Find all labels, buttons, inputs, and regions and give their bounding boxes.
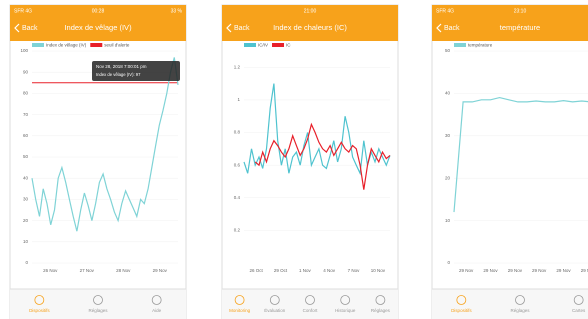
x-tick-label: 27 Nov xyxy=(80,268,95,273)
x-tick-label: 26 Oct xyxy=(250,268,264,273)
legend-swatch xyxy=(90,43,102,47)
y-tick-label: 50 xyxy=(445,48,451,53)
tab-label[interactable]: Confort xyxy=(303,308,319,313)
tab-label[interactable]: Réglages xyxy=(371,308,391,313)
legend-label: Index de vêlage (IV) xyxy=(46,43,87,48)
tab-bar xyxy=(432,289,588,319)
x-tick-label: 4 Nov xyxy=(323,268,336,273)
x-tick-label: 26 Nov xyxy=(43,268,58,273)
status-carrier: SFR 4G xyxy=(14,8,32,14)
y-tick-label: 1.2 xyxy=(234,64,241,69)
tab-label[interactable]: Aide xyxy=(152,308,162,313)
tab-label[interactable]: Réglages xyxy=(510,308,530,313)
legend-swatch xyxy=(454,43,466,47)
x-tick-label: 29 Nov xyxy=(508,268,523,273)
tab-label[interactable]: Évaluation xyxy=(264,307,286,313)
y-tick-label: 60 xyxy=(23,133,29,138)
y-tick-label: 20 xyxy=(445,175,451,180)
y-tick-label: 50 xyxy=(23,154,29,159)
y-tick-label: 90 xyxy=(23,69,29,74)
y-tick-label: 80 xyxy=(23,91,29,96)
x-tick-label: 29 Nov xyxy=(556,268,571,273)
y-tick-label: 10 xyxy=(23,239,29,244)
status-time: 21:00 xyxy=(304,8,317,14)
legend-swatch xyxy=(32,43,44,47)
tab-label[interactable]: Monitoring xyxy=(229,308,251,313)
x-tick-label: 29 Nov xyxy=(581,268,588,273)
legend-label: IC xyxy=(286,43,291,48)
legend-label: seuil d'alerte xyxy=(104,43,130,48)
legend-label: IC/IV xyxy=(258,43,268,48)
x-tick-label: 29 Nov xyxy=(459,268,474,273)
tab-label[interactable]: Dispositifs xyxy=(29,308,50,313)
phone-screen: SFR 4G 00:28 33 % Back Index de vêlage (IV) I… xyxy=(10,5,186,319)
x-tick-label: 28 Nov xyxy=(116,268,131,273)
legend-label: température xyxy=(468,43,493,48)
y-tick-label: 0.4 xyxy=(234,195,241,200)
legend-swatch xyxy=(244,43,256,47)
x-tick-label: 29 Oct xyxy=(274,268,288,273)
status-time: 23:10 xyxy=(514,8,527,14)
x-tick-label: 10 Nov xyxy=(371,268,386,273)
back-button[interactable]: Back xyxy=(444,25,460,32)
y-tick-label: 30 xyxy=(23,197,29,202)
nav-title: température xyxy=(500,23,540,32)
y-tick-label: 40 xyxy=(445,91,451,96)
tab-label[interactable]: Historique xyxy=(335,308,356,313)
y-tick-label: 20 xyxy=(23,218,29,223)
back-button[interactable]: Back xyxy=(234,25,250,32)
status-carrier: SFR 4G xyxy=(436,8,454,14)
screenshot: SFR 4G 00:28 33 % Back Index de vêlage (IV) I… xyxy=(0,0,588,319)
y-tick-label: 30 xyxy=(445,133,451,138)
back-button[interactable]: Back xyxy=(22,25,38,32)
tooltip-date: Nov 28, 2018 7:00:01 pm xyxy=(96,64,147,69)
tab-label[interactable]: Dispositifs xyxy=(451,308,472,313)
y-tick-label: 0.8 xyxy=(234,130,241,135)
phone-screen: 21:00 Back Index de chaleurs (IC) IC/IV IC 0.… xyxy=(222,5,398,319)
x-tick-label: 29 Nov xyxy=(483,268,498,273)
nav-title: Index de vêlage (IV) xyxy=(64,23,132,32)
tab-bar xyxy=(10,289,186,319)
y-tick-label: 0.6 xyxy=(234,162,241,167)
page: SFR 4G 00:28 33 % Back Index de vêlage (IV) I… xyxy=(0,0,588,319)
status-time: 00:28 xyxy=(92,8,105,14)
y-tick-label: 0.2 xyxy=(234,228,241,233)
x-tick-label: 7 Nov xyxy=(348,268,361,273)
y-tick-label: 70 xyxy=(23,112,29,117)
tab-bar xyxy=(222,289,398,319)
x-tick-label: 29 Nov xyxy=(532,268,547,273)
legend-swatch xyxy=(272,43,284,47)
status-battery: 33 % xyxy=(171,8,183,14)
x-tick-label: 29 Nov xyxy=(153,268,168,273)
nav-title: Index de chaleurs (IC) xyxy=(273,23,347,32)
tab-label[interactable]: Réglages xyxy=(88,308,108,313)
y-tick-label: 10 xyxy=(445,218,451,223)
tab-label[interactable]: Cartes xyxy=(572,308,586,313)
y-tick-label: 40 xyxy=(23,175,29,180)
y-tick-label: 100 xyxy=(20,48,28,53)
tooltip-text: Index de vêlage (IV): 97 xyxy=(96,72,141,77)
x-tick-label: 1 Nov xyxy=(299,268,312,273)
